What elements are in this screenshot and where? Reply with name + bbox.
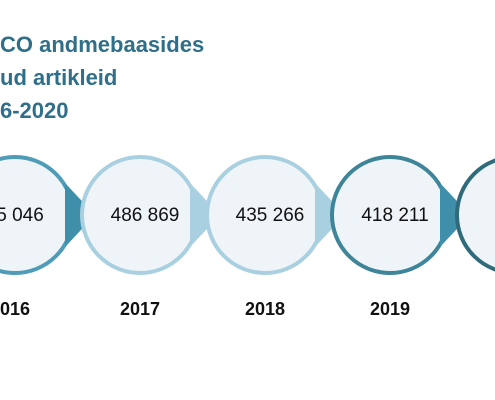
title-line: CO andmebaasides <box>0 32 204 57</box>
node-circle <box>455 158 495 272</box>
timeline: 5 046 016 486 869 2017 435 266 2018 418 211 201… <box>0 155 495 319</box>
node-value: 435 266 <box>236 205 305 226</box>
title-line: 6-2020 <box>0 98 69 123</box>
node-year: 2019 <box>370 299 410 319</box>
node-year: 2018 <box>245 299 285 319</box>
node-value: 418 211 <box>361 205 428 226</box>
node-value: 486 869 <box>111 205 180 226</box>
node-year: 2017 <box>120 299 160 319</box>
title-line: ud artikleid <box>0 65 117 90</box>
node-value: 5 046 <box>0 205 44 226</box>
node-year: 016 <box>0 299 30 319</box>
